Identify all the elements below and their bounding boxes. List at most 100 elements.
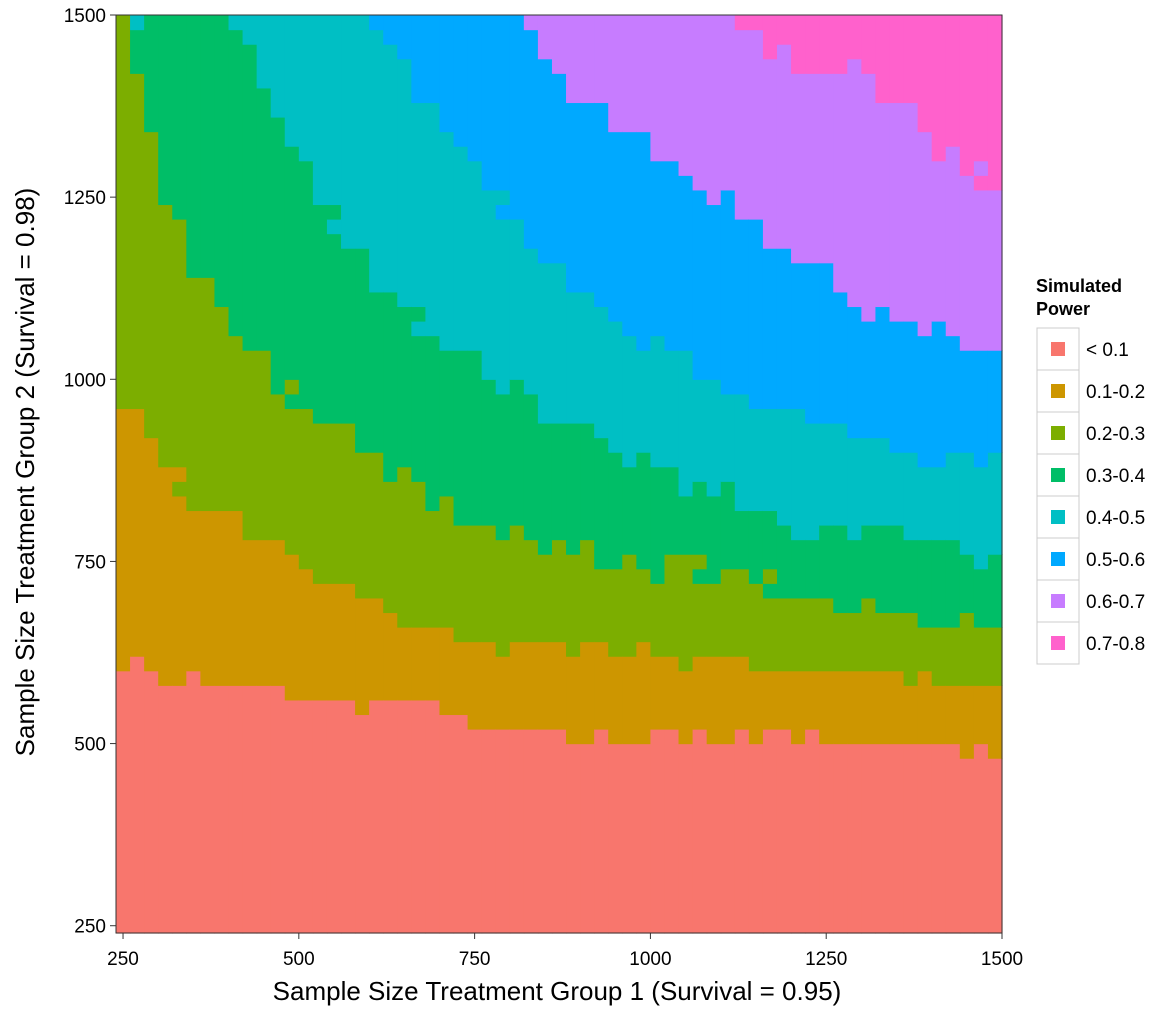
heatmap-cell	[931, 160, 947, 322]
heatmap-cell	[580, 539, 595, 643]
heatmap-cell	[551, 423, 567, 541]
heatmap-cell	[397, 15, 412, 60]
heatmap-cell	[228, 685, 244, 934]
heatmap-cell	[326, 699, 342, 934]
heatmap-cell	[706, 656, 722, 745]
heatmap-cell	[242, 350, 258, 541]
heatmap-cell	[397, 627, 412, 701]
heatmap-cell	[664, 160, 680, 351]
heatmap-cell	[973, 568, 989, 628]
heatmap-cell	[805, 597, 820, 672]
heatmap-cell	[931, 466, 947, 541]
heatmap-cell	[762, 583, 778, 599]
heatmap-cell	[678, 495, 694, 555]
heatmap-cell	[959, 175, 975, 351]
heatmap-cell	[383, 44, 398, 293]
heatmap-cell	[298, 15, 314, 162]
heatmap-cell	[608, 743, 623, 934]
heatmap-cell	[284, 146, 300, 380]
heatmap-cell	[692, 189, 708, 380]
heatmap-cell	[523, 393, 539, 541]
heatmap-cell	[411, 335, 426, 482]
heatmap-cell	[959, 15, 975, 176]
heatmap-cell	[200, 685, 216, 934]
heatmap-cell	[875, 612, 891, 672]
heatmap-cell	[608, 15, 623, 133]
heatmap-cell	[284, 379, 300, 395]
heatmap-cell	[720, 393, 736, 482]
heatmap-cell	[228, 15, 244, 31]
heatmap-cell	[341, 248, 356, 424]
heatmap-cell	[987, 189, 1003, 351]
plot-panel-border	[115, 14, 1003, 934]
heatmap-cell	[523, 539, 539, 643]
heatmap-cell	[706, 15, 722, 206]
heatmap-cell	[326, 219, 342, 235]
heatmap-cell	[495, 539, 511, 657]
heatmap-cell	[312, 15, 328, 206]
heatmap-cell	[973, 685, 989, 745]
heatmap-cell	[242, 15, 258, 45]
heatmap-cell	[889, 15, 905, 104]
heatmap-cell	[776, 597, 792, 672]
heatmap-cell	[720, 481, 736, 570]
heatmap-cell	[734, 510, 750, 570]
heatmap-cell	[523, 248, 539, 395]
heatmap-cell	[481, 729, 497, 934]
heatmap-cell	[819, 262, 834, 424]
heatmap-cell	[425, 699, 441, 934]
heatmap-cell	[650, 160, 666, 337]
heatmap-cell	[186, 15, 201, 278]
heatmap-cell	[720, 743, 736, 934]
heatmap-cell	[256, 15, 272, 89]
heatmap-cell	[805, 729, 820, 934]
heatmap-cell	[144, 670, 159, 934]
heatmap-cell	[144, 131, 159, 439]
heatmap-cell	[369, 452, 384, 599]
heatmap-cell	[130, 408, 145, 657]
heatmap-cell	[762, 729, 778, 934]
heatmap-cell	[847, 670, 862, 745]
heatmap-cell	[819, 525, 834, 599]
heatmap-cell	[228, 510, 244, 686]
heatmap-cell	[819, 423, 834, 526]
heatmap-cell	[776, 408, 792, 526]
heatmap-cell	[551, 262, 567, 424]
y-tick-label: 750	[74, 552, 106, 573]
legend-label: 0.2-0.3	[1086, 424, 1145, 445]
heatmap-cell	[945, 743, 961, 934]
heatmap-cell	[720, 189, 736, 395]
heatmap-cell	[650, 466, 666, 584]
heatmap-cell	[847, 437, 862, 541]
heatmap-cell	[903, 685, 919, 745]
heatmap-cell	[453, 350, 469, 526]
heatmap-cell	[678, 15, 694, 176]
heatmap-cell	[256, 350, 272, 541]
heatmap-cell	[847, 58, 862, 308]
heatmap-cell	[833, 525, 848, 614]
heatmap-cell	[945, 452, 961, 541]
heatmap-cell	[622, 131, 637, 337]
heatmap-cell	[537, 641, 553, 730]
heatmap-cell	[467, 350, 483, 526]
heatmap-cell	[819, 15, 834, 74]
heatmap-cell	[580, 743, 595, 934]
heatmap-cell	[903, 102, 919, 322]
heatmap-cell	[425, 335, 441, 512]
heatmap-cell	[425, 627, 441, 701]
heatmap-cell	[130, 73, 145, 410]
heatmap-cell	[566, 554, 581, 657]
heatmap-cell	[594, 15, 609, 104]
heatmap-cell	[580, 423, 595, 541]
heatmap-cell	[720, 656, 736, 745]
heatmap-cell	[678, 554, 694, 672]
heatmap-cell	[791, 539, 806, 599]
heatmap-cell	[326, 15, 342, 206]
heatmap-cell	[875, 670, 891, 745]
heatmap-cell	[284, 15, 300, 147]
y-tick-label: 500	[74, 735, 106, 756]
heatmap-cell	[748, 670, 764, 745]
heatmap-cell	[130, 15, 145, 31]
heatmap-cell	[411, 321, 426, 337]
heatmap-cell	[678, 175, 694, 351]
